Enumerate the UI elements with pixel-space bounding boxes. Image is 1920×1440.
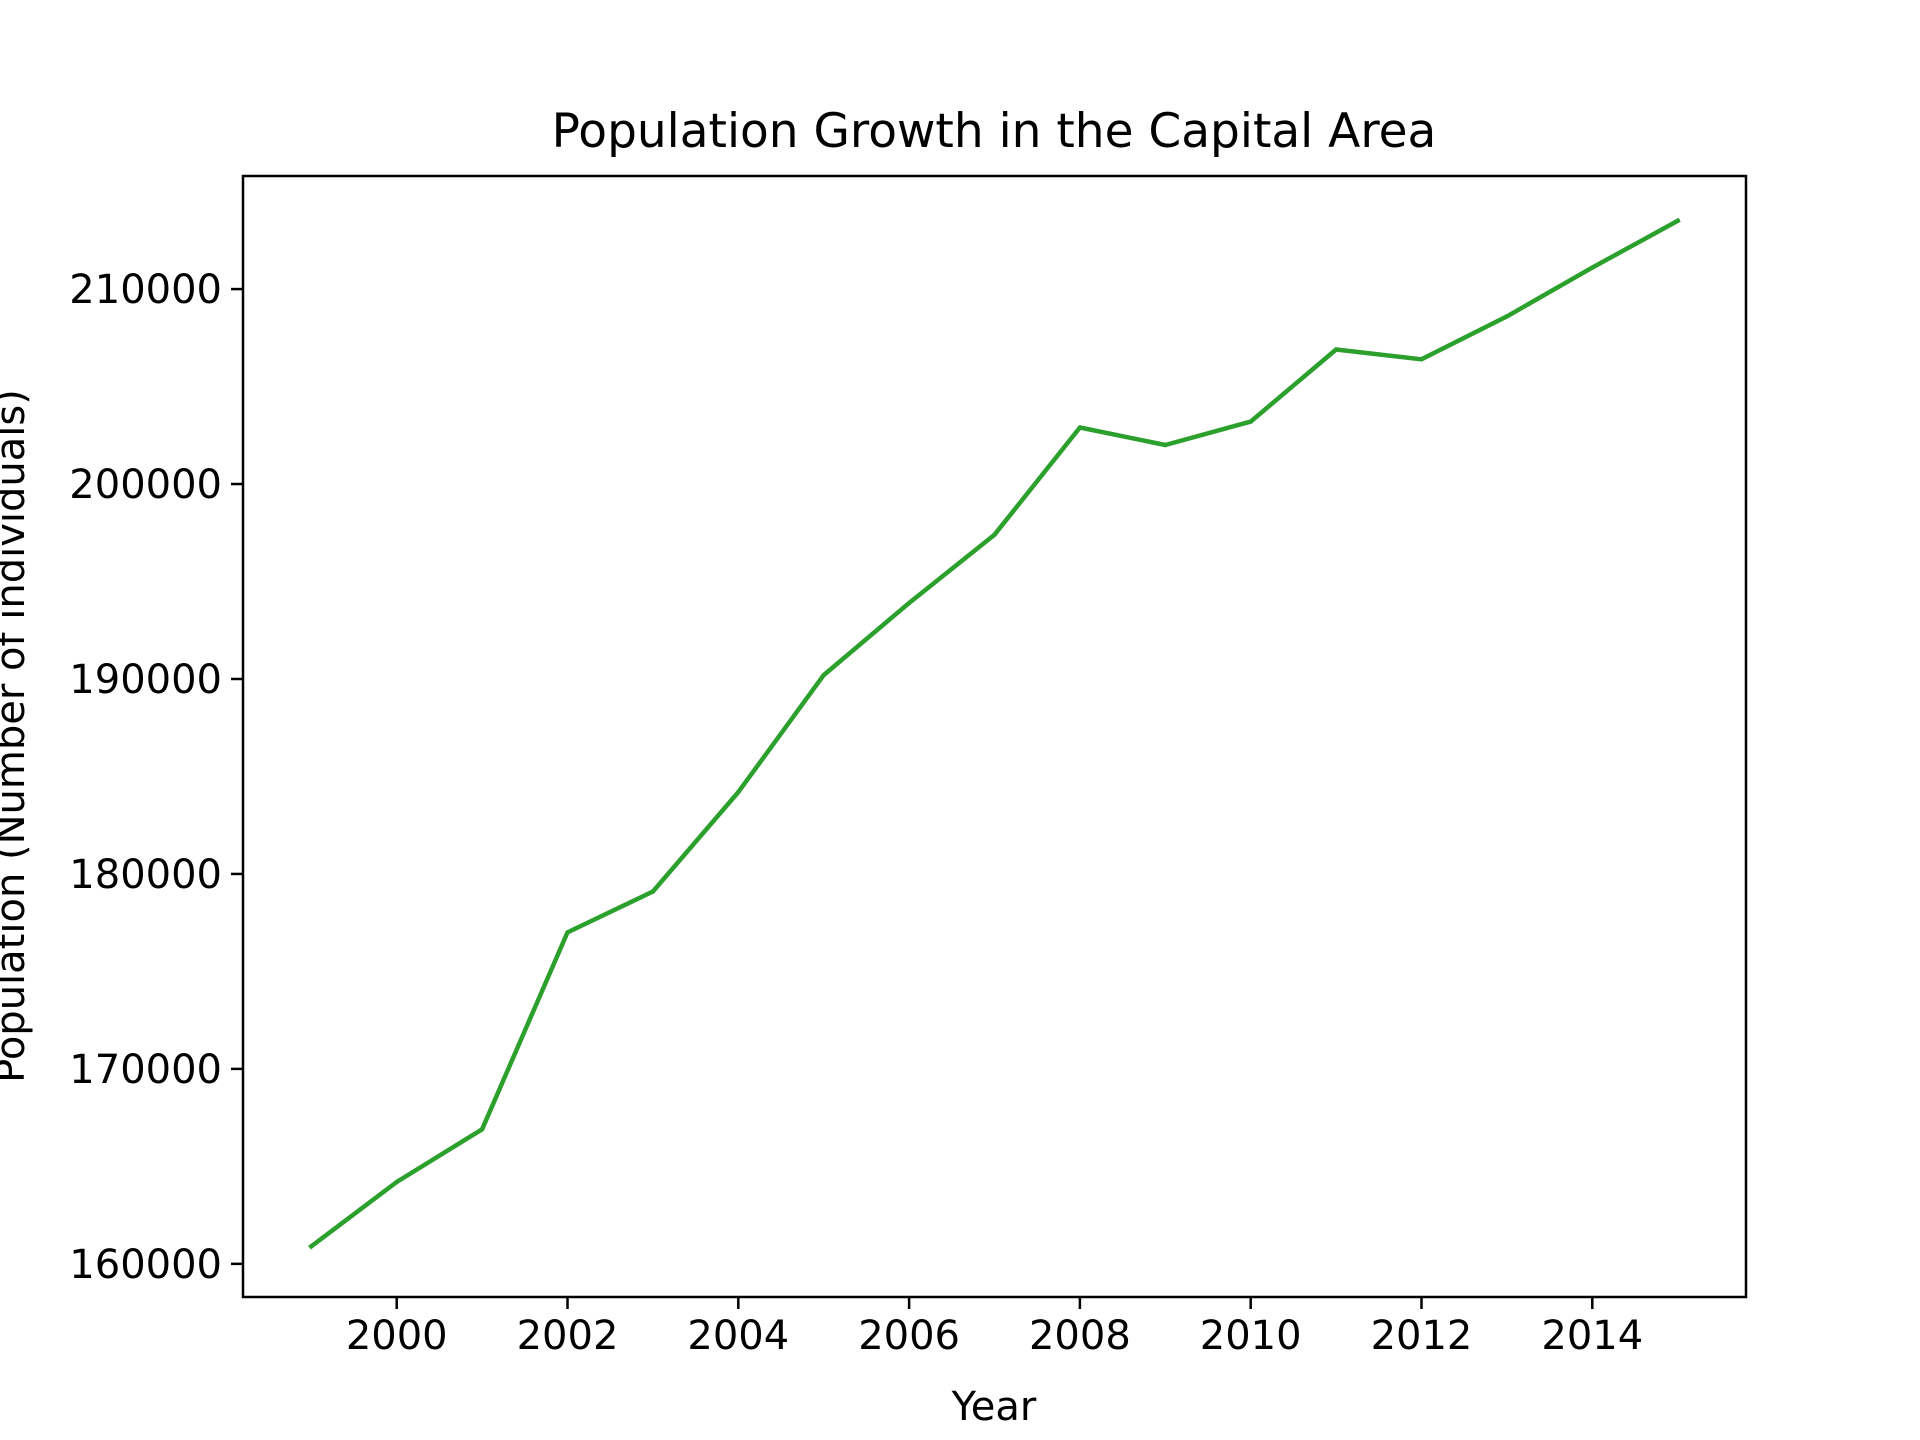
data-point [309,1244,314,1249]
data-point [1163,442,1168,448]
data-point [479,1127,485,1132]
chart-title: Population Growth in the Capital Area [552,104,1437,159]
data-point [736,789,741,795]
x-tick-label: 2010 [1200,1313,1302,1359]
x-axis: 2000 2002 2004 2006 2008 2010 2012 2014 [346,1297,1643,1359]
y-tick-label: 210000 [69,267,222,313]
y-axis-label: Population (Number of individuals) [0,389,34,1083]
data-point [1590,265,1595,270]
data-point [821,672,826,678]
x-tick-label: 2006 [858,1313,960,1359]
data-point [650,889,656,894]
plot-area [308,217,1681,1250]
x-tick-label: 2004 [687,1313,789,1359]
x-tick-label: 2014 [1541,1313,1643,1359]
y-tick-label: 190000 [69,657,222,703]
data-point [1419,357,1424,362]
y-tick-label: 180000 [69,852,222,898]
data-point [1248,419,1253,424]
data-point [906,600,912,606]
data-point [1504,314,1510,319]
data-point [565,930,570,935]
y-axis: 160000 170000 180000 190000 200000 210000 [69,267,243,1288]
y-tick-label: 160000 [69,1242,222,1288]
series-line-0 [308,217,1681,1250]
x-tick-label: 2008 [1029,1313,1131,1359]
data-point [992,532,997,537]
data-point [394,1179,399,1185]
data-point [1333,347,1339,352]
y-tick-label: 170000 [69,1047,222,1093]
data-point [1675,218,1680,224]
x-tick-label: 2012 [1371,1313,1473,1359]
y-tick-label: 200000 [69,462,222,508]
data-point [1077,425,1083,430]
x-axis-label: Year [951,1384,1037,1430]
plot-frame [241,174,1748,1299]
x-tick-label: 2000 [346,1313,448,1359]
x-tick-label: 2002 [517,1313,619,1359]
